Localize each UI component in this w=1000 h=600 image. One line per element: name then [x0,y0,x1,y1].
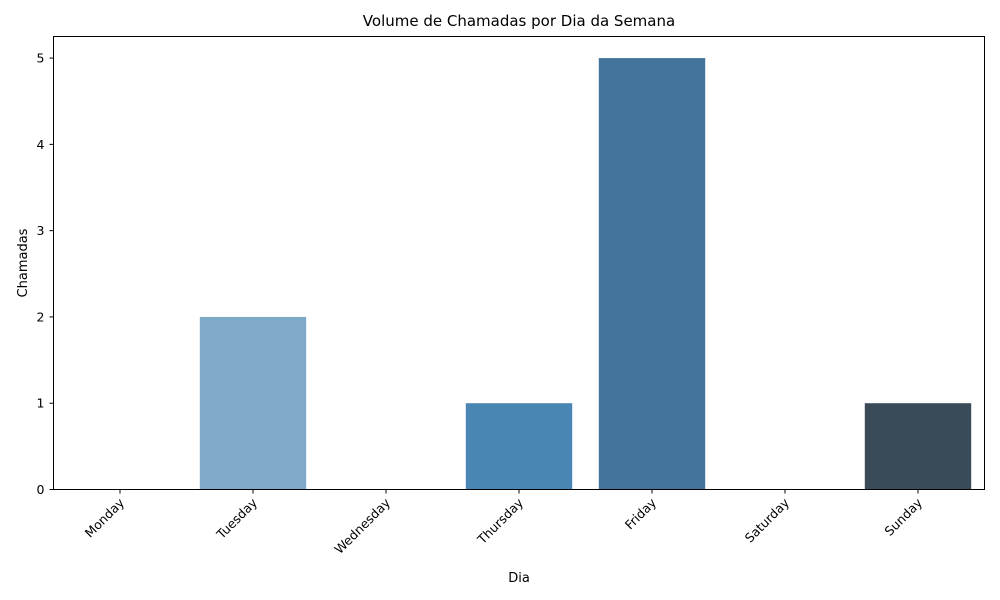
x-tick-label-wednesday: Wednesday [331,495,393,557]
y-tick-label: 1 [37,396,45,411]
x-tick-label-friday: Friday [622,495,660,533]
plot-frame [53,36,985,490]
y-tick-label: 0 [37,482,45,497]
y-tick-label: 3 [37,223,45,238]
bar-tuesday [199,316,307,490]
bars-layer [199,58,972,490]
x-tick-label-saturday: Saturday [742,495,793,546]
y-axis-label: Chamadas [16,228,31,297]
x-axis-ticks: Monday Tuesday Wednesday Thursday Friday Satu… [82,489,926,557]
chart-title: Volume de Chamadas por Dia da Semana [363,12,675,30]
y-tick-label: 2 [37,309,45,324]
y-axis-ticks: 0 1 2 3 4 5 [37,51,54,497]
bar-friday [598,58,706,490]
x-tick-label-tuesday: Tuesday [213,495,261,543]
y-tick-label: 4 [37,137,45,152]
bar-sunday [864,403,972,490]
bar-thursday [465,403,573,490]
x-tick-label-thursday: Thursday [474,495,527,548]
x-tick-label-monday: Monday [82,495,128,541]
x-axis-label: Dia [508,571,530,586]
y-tick-label: 5 [37,51,45,66]
x-tick-label-sunday: Sunday [881,495,925,539]
